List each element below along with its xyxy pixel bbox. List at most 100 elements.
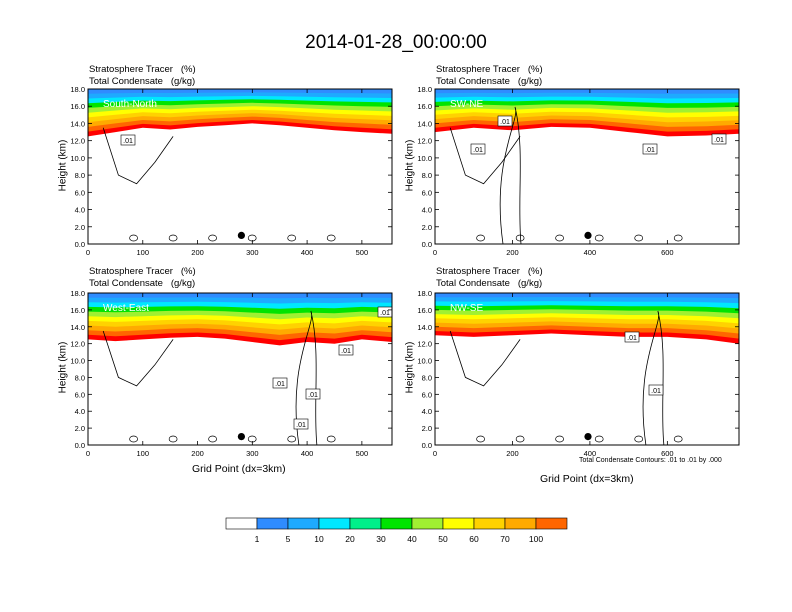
condensate-contour-small [168,435,178,443]
colorbar-box [318,517,351,530]
contour-label: .01 [651,388,661,395]
y-tick-label: 8.0 [75,171,85,180]
condensate-contour [102,330,174,387]
y-tick-label: 18.0 [70,85,85,94]
tracer-band-10 [88,89,392,94]
x-tick-label: 500 [356,449,369,458]
y-tick-label: 12.0 [70,340,85,349]
x-tick-label: 200 [506,248,519,257]
y-tick-label: 8.0 [422,171,432,180]
colorbar-label: 10 [314,534,324,544]
condensate-contour-tower [499,106,522,244]
x-tick-label: 0 [433,248,437,257]
colorbar-box [287,517,320,530]
panel-frame [87,292,393,446]
condensate-contour-small [634,435,644,443]
y-tick-label: 10.0 [417,357,432,366]
x-tick-label: 100 [137,248,150,257]
colorbar-box [349,517,382,530]
contour-label: .01 [380,310,390,317]
tracer-band-10 [435,89,739,94]
contour-label: .01 [627,335,637,342]
location-marker [237,433,245,441]
condensate-contour-tower [642,310,665,445]
y-tick-label: 2.0 [422,223,432,232]
colorbar-box [225,517,258,530]
condensate-contour [102,127,174,185]
x-tick-label: 400 [301,449,314,458]
y-tick-label: 12.0 [417,340,432,349]
y-tick-label: 2.0 [75,223,85,232]
condensate-contour-small [673,234,683,242]
panel-4: NW-SE .01 .01 0.0 2.0 4.0 6.0 8.0 10.0 12.0 14.0 16… [417,289,740,458]
x-tick-label: 400 [584,449,597,458]
y-tick-label: 16.0 [417,306,432,315]
condensate-contour-small [287,435,297,443]
contour-label-box [711,133,727,145]
condensate-contour [449,127,521,185]
condensate-contour-small [634,234,644,242]
y-tick-label: 4.0 [75,206,85,215]
x-tick-label: 600 [661,248,674,257]
condensate-contour-small [208,435,217,443]
x-tick-label: 200 [506,449,519,458]
colorbar-box [442,517,475,530]
x-tick-label: 300 [246,248,259,257]
y-tick-label: 16.0 [70,306,85,315]
colorbar-label: 1 [255,534,260,544]
y-tick-label: 18.0 [417,289,432,298]
y-tick-label: 2.0 [422,424,432,433]
y-tick-label: 0.0 [422,240,432,249]
panel-frame [434,292,740,446]
x-tick-label: 400 [584,248,597,257]
condensate-contour-small [594,234,604,242]
y-tick-label: 0.0 [422,441,432,450]
panel-2-field [435,89,739,244]
contour-label-box [305,388,321,400]
colorbar-box [380,517,413,530]
y-tick-label: 4.0 [422,206,432,215]
contour-label: .01 [296,422,306,429]
condensate-contour-small [287,234,297,242]
colorbar-box [473,517,506,530]
y-tick-label: 14.0 [417,119,432,128]
location-marker [584,433,592,441]
contour-label: .01 [275,381,285,388]
y-tick-label: 6.0 [75,188,85,197]
y-tick-label: 14.0 [417,323,432,332]
panel-3-field [88,293,392,445]
colorbar-label: 30 [376,534,386,544]
panel-2: SW-NE .01 .01 .01 .01 0.0 2.0 4.0 6.0 8.0 10.0 12.0… [417,85,740,257]
panel-label: NW-SE [450,303,483,314]
x-tick-label: 400 [301,248,314,257]
colorbar-box [504,517,537,530]
panel-label: West-East [103,303,149,314]
colorbar-label: 20 [345,534,355,544]
contour-label: .01 [500,119,510,126]
panel-title-4: Stratosphere Tracer (%) Total Condensate … [436,266,543,289]
contour-label-box [624,331,640,343]
contour-label: .01 [123,138,133,145]
contour-label-box [470,143,486,155]
panel-frame [87,88,393,245]
colorbar-box [256,517,289,530]
y-tick-label: 8.0 [422,373,432,382]
y-tick-label: 6.0 [75,390,85,399]
x-axis-label-4: Grid Point (dx=3km) [540,473,634,485]
y-tick-label: 10.0 [70,357,85,366]
tracer-band-10 [88,293,392,299]
panel-1-field [88,89,392,244]
colorbar-label: 70 [500,534,510,544]
panel-1: South-North .01 0.0 2.0 4.0 6.0 8.0 10.0 12.0 14.… [70,85,393,257]
panel-title-2: Stratosphere Tracer (%) Total Condensate … [436,64,543,87]
y-tick-label: 14.0 [70,119,85,128]
y-tick-label: 10.0 [417,154,432,163]
y-tick-label: 12.0 [70,137,85,146]
tracer-band-10 [435,293,739,299]
contour-label-box [272,377,288,389]
condensate-contour-small [555,435,564,443]
y-tick-label: 4.0 [75,407,85,416]
condensate-contour-small [555,234,564,242]
location-marker [237,231,245,239]
location-marker [584,231,592,239]
